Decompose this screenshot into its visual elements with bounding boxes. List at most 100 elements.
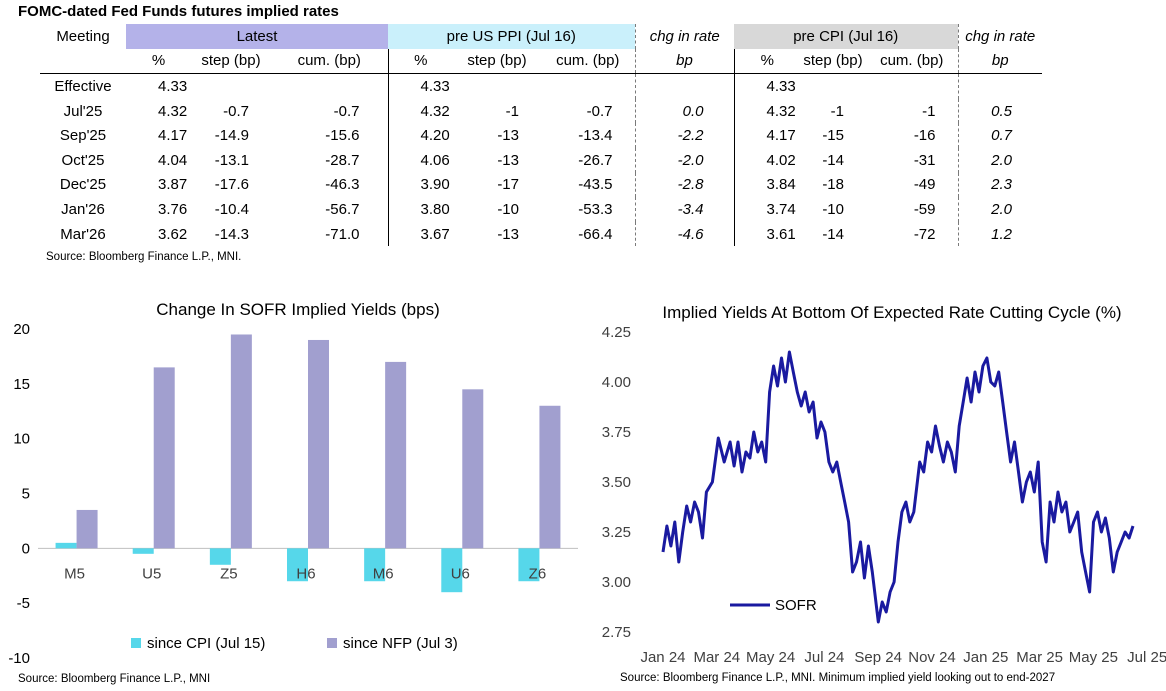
- cell-chg1: -3.4: [634, 197, 734, 222]
- bar-U5-cpi: [132, 548, 154, 554]
- table-source: Source: Bloomberg Finance L.P., MNI.: [46, 251, 242, 263]
- cell-chg2: 2.0: [957, 147, 1042, 173]
- cell-latest_step: -0.7: [223, 102, 249, 120]
- legend-label-nfp: since NFP (Jul 3): [343, 635, 458, 652]
- cell-ppi_pct: 3.67: [387, 221, 453, 247]
- line-x-tick-label: Jul 24: [804, 649, 844, 666]
- bar-x-tick-label: U6: [451, 565, 470, 582]
- implied-yield-line-chart: Implied Yields At Bottom Of Expected Rat…: [602, 303, 1166, 684]
- cell-meeting: Mar'26: [60, 225, 106, 243]
- cell-cpi_cum: [866, 73, 958, 99]
- bar-x-tick-label: H6: [296, 565, 315, 582]
- cell-ppi_pct: 3.90: [387, 172, 453, 198]
- table-body: Effective 4.33 4.33 4.33 Jul'25 4.32 -0.7 -0.7 4…: [40, 73, 1042, 247]
- bar-U6-nfp: [462, 389, 484, 549]
- line-y-tick-label: 4.00: [602, 374, 631, 391]
- bar-y-tick-label: 0: [22, 540, 30, 557]
- cell-chg2: [957, 73, 1042, 99]
- cell-cpi_cum: -49: [913, 176, 936, 194]
- cell-latest_pct: 3.87: [158, 176, 188, 194]
- cell-cpi_pct: 4.17: [733, 123, 800, 148]
- cell-latest_step: -17.6: [214, 176, 249, 194]
- fed-funds-futures-table: Meeting Latest pre US PPI (Jul 16) chg i…: [40, 24, 1042, 247]
- cell-meeting: Oct'25: [61, 151, 105, 169]
- line-chart-source: Source: Bloomberg Finance L.P., MNI. Min…: [620, 672, 1055, 684]
- cell-latest_cum: [271, 73, 388, 99]
- cell-cpi_step: -15: [822, 127, 844, 145]
- ppi-step-header: step (bp): [467, 52, 527, 70]
- bar-x-tick-label: M6: [373, 565, 394, 582]
- line-y-axis: 2.75 3.00 3.25 3.50 3.75 4.00 4.25: [602, 324, 631, 641]
- cell-ppi_step: -10: [497, 200, 519, 218]
- bar-Z6-nfp: [539, 405, 561, 549]
- table-row: Sep'25 4.17 -14.9 -15.6 4.20 -13 -13.4 -2.2 4.17…: [40, 123, 1042, 148]
- line-y-tick-label: 3.00: [602, 574, 631, 591]
- bar-Z5-nfp: [230, 334, 252, 549]
- ppi-group-header: pre US PPI (Jul 16): [388, 24, 635, 49]
- line-x-tick-label: Nov 24: [908, 649, 956, 666]
- cell-ppi_cum: -53.3: [578, 200, 613, 218]
- cell-meeting: Jul'25: [63, 102, 103, 120]
- line-x-tick-label: Jan 25: [963, 649, 1008, 666]
- legend-swatch-cpi: [131, 638, 141, 648]
- bar-H6-cpi: [287, 548, 308, 582]
- ppi-pct-header: %: [387, 48, 453, 74]
- line-legend: SOFR: [730, 597, 817, 614]
- line-y-tick-label: 3.50: [602, 474, 631, 491]
- cell-meeting: Dec'25: [59, 176, 107, 194]
- cell-latest_cum: -0.7: [333, 102, 360, 120]
- bar-x-tick-label: Z5: [220, 565, 238, 582]
- bar-U6-cpi: [441, 548, 463, 593]
- bar-legend: since CPI (Jul 15) since NFP (Jul 3): [131, 635, 458, 652]
- bar-M6-cpi: [364, 548, 386, 582]
- bar-y-tick-label: -10: [8, 650, 30, 667]
- line-x-tick-label: Mar 24: [693, 649, 740, 666]
- bar-M6-nfp: [385, 361, 407, 549]
- legend-label-cpi: since CPI (Jul 15): [147, 635, 265, 652]
- cell-cpi_pct: 3.84: [733, 172, 800, 198]
- cell-latest_step: -10.4: [214, 200, 249, 218]
- cell-latest_cum: -28.7: [325, 151, 360, 169]
- cell-cpi_pct: 4.33: [733, 73, 800, 99]
- cell-cpi_pct: 3.61: [733, 221, 800, 247]
- sofr-change-bar-chart: Change In SOFR Implied Yields (bps) -10-…: [8, 300, 578, 685]
- bar-M5-cpi: [55, 542, 77, 549]
- cell-cpi_cum: -16: [913, 127, 936, 145]
- cell-latest_pct: 4.33: [126, 73, 191, 99]
- line-y-tick-label: 4.25: [602, 324, 631, 341]
- line-x-tick-label: Mar 25: [1016, 649, 1063, 666]
- latest-cum-header: cum. (bp): [297, 52, 361, 70]
- bar-chart-source: Source: Bloomberg Finance L.P., MNI: [18, 673, 210, 685]
- cell-cpi_step: [800, 73, 866, 99]
- cell-latest_step: -13.1: [214, 151, 249, 169]
- table-group-header-row: Meeting Latest pre US PPI (Jul 16) chg i…: [40, 24, 1042, 49]
- meeting-header: Meeting: [56, 27, 110, 45]
- chg-rate-header-2: chg in rate: [957, 24, 1042, 49]
- line-x-tick-label: Jan 24: [640, 649, 685, 666]
- chg1-bp-header: bp: [634, 48, 734, 74]
- cell-chg2: 1.2: [957, 221, 1042, 247]
- cell-latest_step: -14.9: [214, 127, 249, 145]
- line-x-axis: Jan 24 Mar 24 May 24 Jul 24 Sep 24 Nov 24 Jan …: [640, 649, 1166, 666]
- cell-meeting: Effective: [40, 73, 126, 99]
- bar-x-axis: M5 U5 Z5 H6 M6 U6 Z6: [64, 565, 546, 582]
- table-row: Jul'25 4.32 -0.7 -0.7 4.32 -1 -0.7 0.0 4.32 -1 -1 0…: [40, 98, 1042, 124]
- cell-meeting: Jan'26: [61, 200, 105, 218]
- cell-ppi_step: -17: [497, 176, 519, 194]
- cell-ppi_cum: -0.7: [586, 102, 613, 120]
- cell-ppi_step: -13: [497, 127, 519, 145]
- cell-latest_cum: -71.0: [325, 225, 360, 243]
- bar-M5-nfp: [76, 509, 98, 549]
- cpi-step-header: step (bp): [803, 52, 863, 70]
- cell-latest_step: -14.3: [214, 225, 249, 243]
- cell-ppi_step: -1: [505, 102, 519, 120]
- latest-pct-header: %: [151, 52, 166, 70]
- bar-marks: [55, 334, 561, 593]
- table-row: Dec'25 3.87 -17.6 -46.3 3.90 -17 -43.5 -2.8 3.84…: [40, 172, 1042, 198]
- table-row: Mar'26 3.62 -14.3 -71.0 3.67 -13 -66.4 -4.6 3.61…: [40, 221, 1042, 247]
- cell-cpi_cum: -59: [913, 200, 936, 218]
- cell-cpi_step: -1: [830, 102, 844, 120]
- sofr-series-line: [661, 350, 1135, 624]
- line-x-tick-label: May 25: [1069, 649, 1118, 666]
- cell-chg1: -2.2: [634, 123, 734, 148]
